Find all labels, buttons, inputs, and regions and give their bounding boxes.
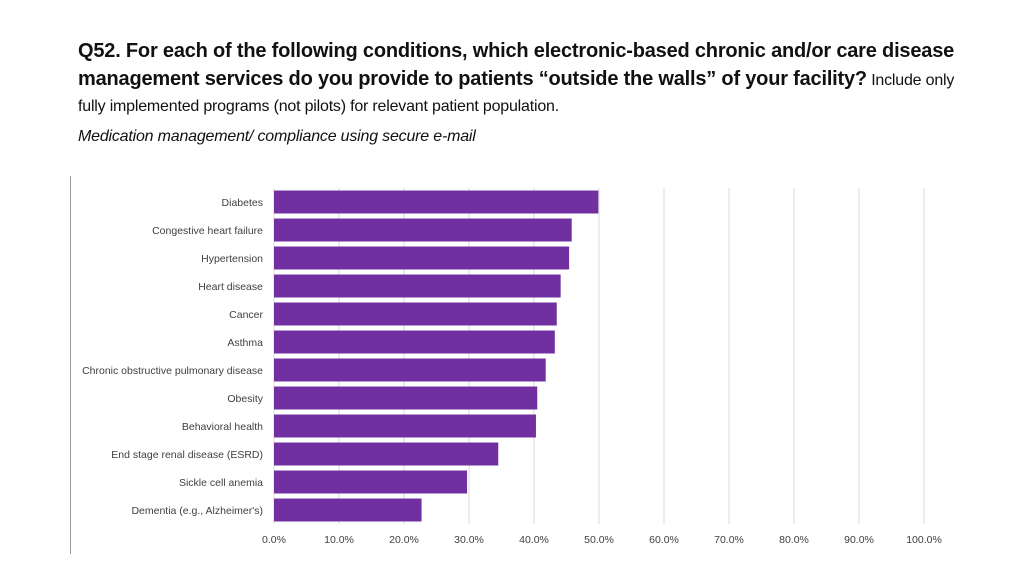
category-label: Behavioral health [182, 421, 263, 433]
category-label: Congestive heart failure [152, 225, 263, 237]
x-tick-label: 50.0% [584, 534, 614, 546]
x-tick-label: 40.0% [519, 534, 549, 546]
x-tick-label: 90.0% [844, 534, 874, 546]
category-label: Asthma [227, 337, 263, 349]
x-tick-label: 60.0% [649, 534, 679, 546]
question-note: Include only fully implemented programs … [78, 72, 955, 115]
bar [274, 386, 538, 410]
bars [274, 190, 599, 522]
category-labels: Diabetes Congestive heart failure Hyperten… [82, 197, 264, 517]
bar [274, 302, 557, 326]
bar [274, 442, 499, 466]
category-label: Dementia (e.g., Alzheimer's) [131, 505, 263, 517]
category-label: Cancer [229, 309, 263, 321]
question-text: Q52. For each of the following condition… [78, 40, 955, 90]
question-header: Q52. For each of the following condition… [78, 38, 958, 120]
chart-subtitle: Medication management/ compliance using … [78, 128, 476, 145]
x-tick-label: 10.0% [324, 534, 354, 546]
x-tick-label: 100.0% [906, 534, 942, 546]
bar [274, 498, 422, 522]
category-label: Heart disease [198, 281, 263, 293]
bar [274, 218, 572, 242]
category-label: Diabetes [222, 197, 263, 209]
gridlines [273, 188, 925, 524]
bar [274, 470, 468, 494]
x-tick-label: 70.0% [714, 534, 744, 546]
slide-left-divider [70, 176, 71, 554]
x-tick-label: 30.0% [454, 534, 484, 546]
bar [274, 246, 570, 270]
x-tick-label: 80.0% [779, 534, 809, 546]
x-tick-labels: 0.0% 10.0% 20.0% 30.0% 40.0% 50.0% 60.0% 70.0% 8… [262, 534, 942, 546]
category-label: Hypertension [201, 253, 263, 265]
bar [274, 274, 561, 298]
x-tick-label: 20.0% [389, 534, 419, 546]
category-label: Chronic obstructive pulmonary disease [82, 365, 263, 377]
category-label: Obesity [227, 393, 263, 405]
bar [274, 414, 536, 438]
bar [274, 330, 555, 354]
bar [274, 358, 546, 382]
bar [274, 190, 599, 214]
category-label: Sickle cell anemia [179, 477, 263, 489]
x-tick-label: 0.0% [262, 534, 286, 546]
category-label: End stage renal disease (ESRD) [111, 449, 263, 461]
